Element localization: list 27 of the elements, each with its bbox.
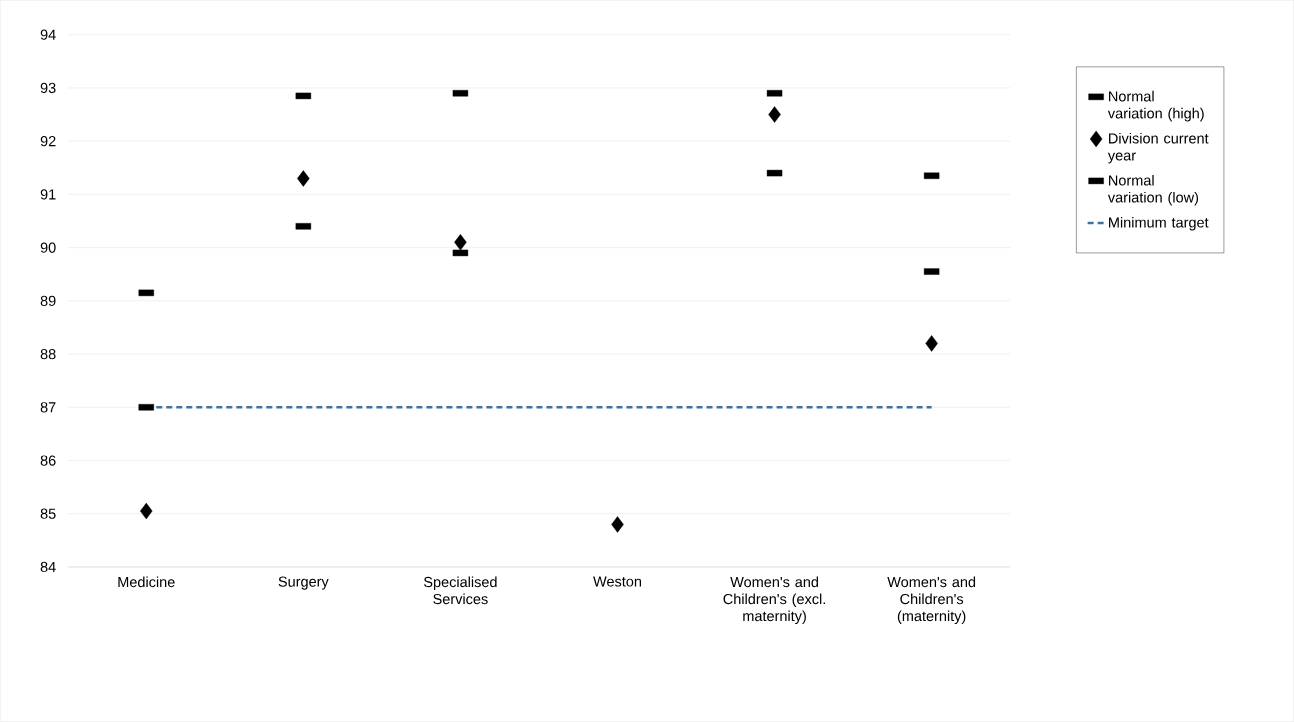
legend-label: Normal variation (high) (1107, 90, 1204, 122)
x-tick-label: Specialised Services (423, 576, 497, 605)
y-tick-label: 85 (40, 508, 56, 519)
y-tick-label: 90 (40, 242, 56, 253)
y-tick-label: 88 (40, 349, 56, 360)
y-tick-label: 92 (40, 136, 56, 147)
x-tick-label: Women's and Children's (maternity) (887, 576, 976, 625)
point (768, 106, 781, 123)
y-tick-label: 84 (40, 561, 56, 573)
x-tick-label: Medicine (118, 576, 175, 588)
point (925, 335, 938, 352)
point (297, 170, 310, 187)
y-tick-label: 87 (40, 402, 56, 413)
legend-label: Minimum target (1109, 217, 1209, 231)
y-tick-label: 93 (40, 82, 56, 94)
x-tick-label: Women's and Children's (excl. maternity) (723, 576, 825, 625)
legend-label: Normal variation (low) (1107, 175, 1199, 206)
point (140, 503, 153, 520)
point (611, 516, 624, 533)
x-tick-label: Weston (593, 576, 642, 587)
y-tick-label: 86 (40, 455, 56, 466)
x-tick-label: Surgery (278, 576, 329, 590)
y-tick-label: 89 (40, 295, 56, 307)
y-tick-label: 91 (40, 189, 56, 200)
legend-label: Division current year (1107, 133, 1209, 164)
y-tick-label: 94 (40, 29, 56, 40)
point (454, 234, 467, 251)
